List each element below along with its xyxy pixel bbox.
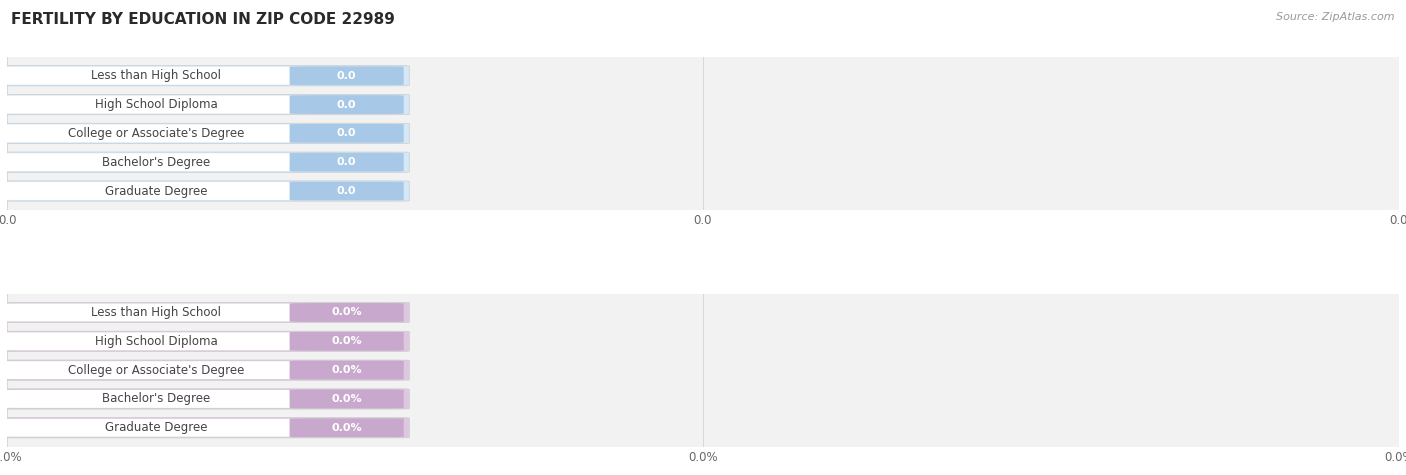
FancyBboxPatch shape [290, 153, 404, 171]
Text: 0.0: 0.0 [337, 186, 356, 196]
FancyBboxPatch shape [0, 303, 409, 323]
FancyBboxPatch shape [0, 95, 409, 114]
FancyBboxPatch shape [1, 390, 311, 408]
FancyBboxPatch shape [1, 182, 311, 200]
Text: 0.0%: 0.0% [332, 336, 361, 346]
FancyBboxPatch shape [0, 418, 409, 438]
Text: Bachelor's Degree: Bachelor's Degree [101, 392, 209, 406]
FancyBboxPatch shape [290, 361, 404, 380]
Text: College or Associate's Degree: College or Associate's Degree [67, 364, 245, 377]
FancyBboxPatch shape [290, 181, 404, 200]
FancyBboxPatch shape [1, 67, 311, 85]
FancyBboxPatch shape [1, 304, 311, 322]
Text: 0.0%: 0.0% [332, 307, 361, 317]
FancyBboxPatch shape [0, 389, 409, 409]
FancyBboxPatch shape [290, 66, 404, 85]
FancyBboxPatch shape [0, 360, 409, 380]
FancyBboxPatch shape [1, 153, 311, 171]
FancyBboxPatch shape [0, 331, 409, 352]
FancyBboxPatch shape [0, 66, 409, 86]
Text: College or Associate's Degree: College or Associate's Degree [67, 127, 245, 140]
Text: Source: ZipAtlas.com: Source: ZipAtlas.com [1277, 12, 1395, 22]
FancyBboxPatch shape [290, 303, 404, 322]
Text: 0.0%: 0.0% [332, 365, 361, 375]
FancyBboxPatch shape [0, 123, 409, 143]
FancyBboxPatch shape [1, 124, 311, 142]
FancyBboxPatch shape [1, 419, 311, 437]
FancyBboxPatch shape [0, 181, 409, 201]
Text: 0.0: 0.0 [337, 100, 356, 110]
FancyBboxPatch shape [290, 95, 404, 114]
Text: 0.0: 0.0 [337, 71, 356, 81]
FancyBboxPatch shape [290, 332, 404, 351]
Text: High School Diploma: High School Diploma [94, 98, 218, 111]
Text: 0.0: 0.0 [337, 128, 356, 138]
FancyBboxPatch shape [1, 95, 311, 114]
FancyBboxPatch shape [1, 361, 311, 379]
FancyBboxPatch shape [290, 124, 404, 143]
FancyBboxPatch shape [1, 332, 311, 350]
Text: High School Diploma: High School Diploma [94, 335, 218, 348]
Text: Graduate Degree: Graduate Degree [104, 421, 207, 434]
Text: Graduate Degree: Graduate Degree [104, 184, 207, 198]
Text: 0.0%: 0.0% [332, 394, 361, 404]
Text: Less than High School: Less than High School [91, 306, 221, 319]
Text: Less than High School: Less than High School [91, 69, 221, 82]
FancyBboxPatch shape [0, 152, 409, 172]
Text: 0.0: 0.0 [337, 157, 356, 167]
FancyBboxPatch shape [290, 390, 404, 408]
FancyBboxPatch shape [290, 418, 404, 437]
Text: 0.0%: 0.0% [332, 423, 361, 433]
Text: FERTILITY BY EDUCATION IN ZIP CODE 22989: FERTILITY BY EDUCATION IN ZIP CODE 22989 [11, 12, 395, 27]
Text: Bachelor's Degree: Bachelor's Degree [101, 156, 209, 169]
